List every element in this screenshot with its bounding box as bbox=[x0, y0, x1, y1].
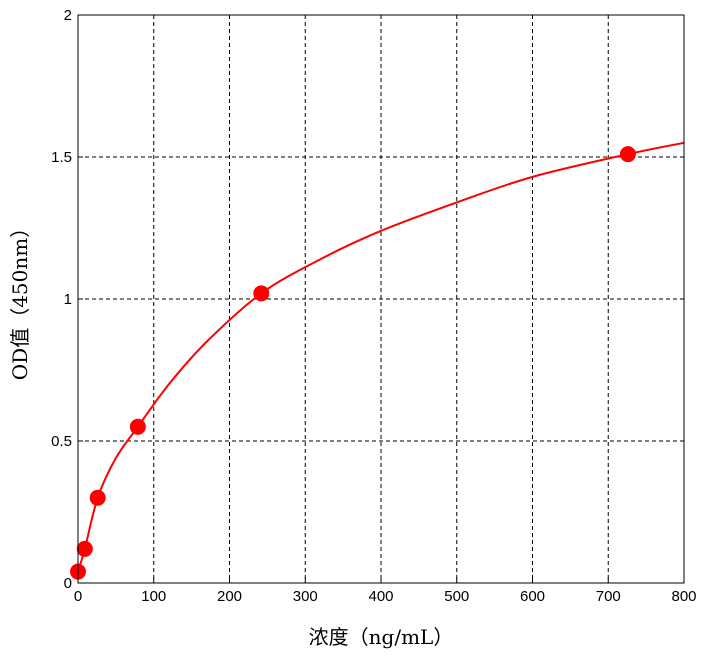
x-tick-label: 0 bbox=[74, 588, 82, 605]
y-tick-label: 2 bbox=[64, 7, 72, 24]
y-tick-label: 1 bbox=[64, 291, 72, 308]
y-axis-ticks: 0 0.5 1 1.5 2 bbox=[51, 7, 83, 592]
data-point bbox=[253, 285, 270, 302]
x-axis-ticks: 0 100 200 300 400 500 600 700 800 bbox=[74, 578, 697, 605]
x-tick-label: 700 bbox=[596, 588, 621, 605]
y-axis-title: OD值（450nm） bbox=[8, 218, 32, 380]
fit-curve-layer bbox=[77, 141, 685, 572]
x-tick-label: 100 bbox=[141, 588, 166, 605]
x-tick-label: 300 bbox=[293, 588, 318, 605]
data-points bbox=[70, 146, 636, 580]
y-tick-label: 0.5 bbox=[51, 433, 72, 450]
data-point bbox=[619, 146, 636, 163]
x-tick-label: 200 bbox=[217, 588, 242, 605]
y-tick-label: 1.5 bbox=[51, 149, 72, 166]
x-tick-label: 500 bbox=[444, 588, 469, 605]
grid bbox=[78, 15, 684, 583]
x-tick-label: 800 bbox=[671, 588, 696, 605]
x-tick-label: 400 bbox=[368, 588, 393, 605]
data-point bbox=[89, 489, 106, 506]
y-tick-label: 0 bbox=[64, 575, 72, 592]
data-point bbox=[129, 418, 146, 435]
fit-curve bbox=[77, 141, 685, 572]
x-axis-title: 浓度（ng/mL） bbox=[309, 625, 454, 649]
data-point bbox=[76, 540, 93, 557]
x-tick-label: 600 bbox=[520, 588, 545, 605]
